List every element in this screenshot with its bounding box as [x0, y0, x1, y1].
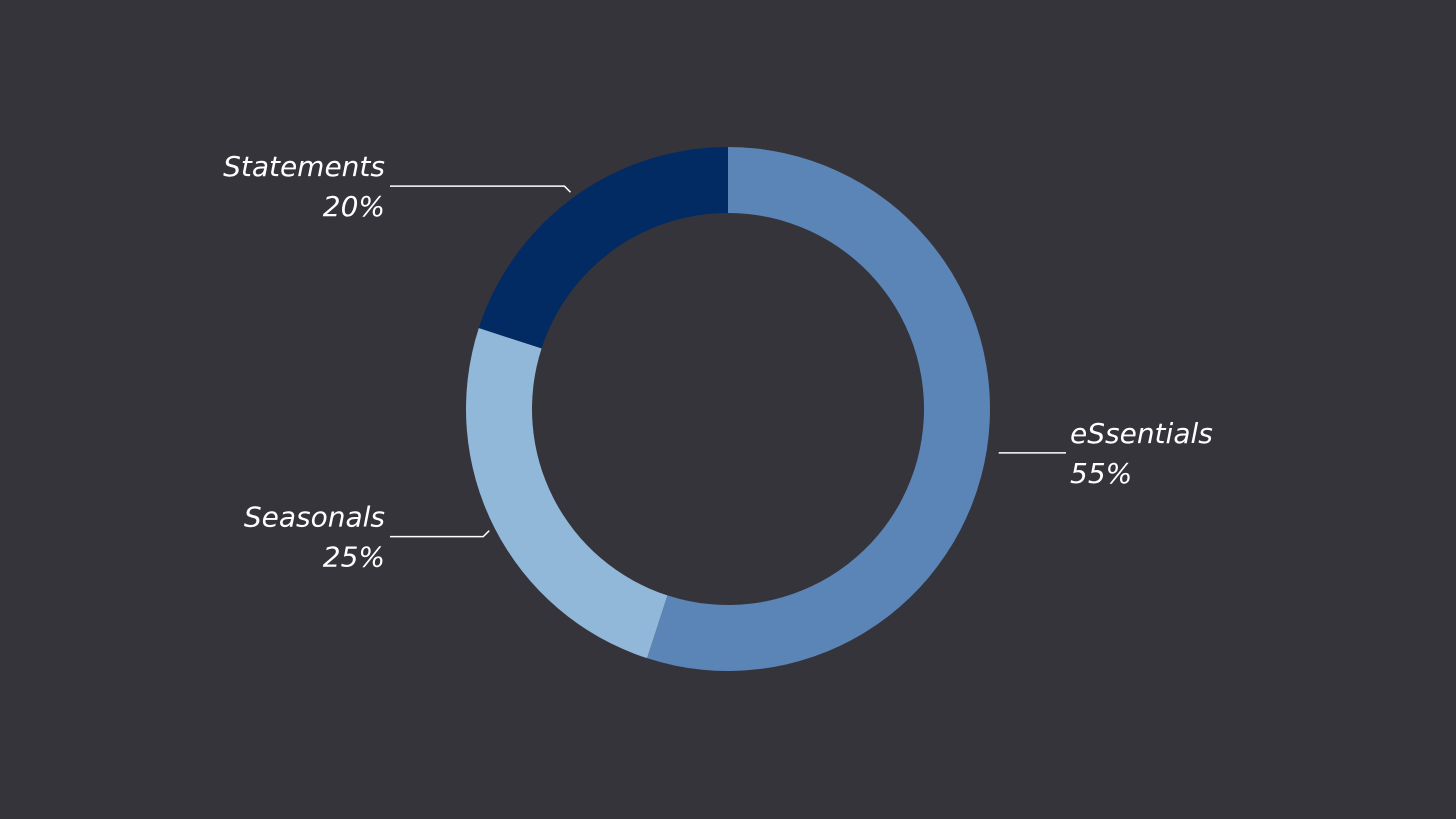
slice-label: eSsentials — [1070, 417, 1213, 450]
slice-value: 20% — [323, 190, 385, 223]
donut-slice — [478, 147, 728, 349]
donut-slice — [466, 328, 668, 659]
leader-line — [390, 185, 572, 193]
slice-value: 55% — [1070, 457, 1132, 490]
leader-line — [390, 530, 490, 538]
slice-label: Seasonals — [244, 501, 385, 534]
slice-label: Statements — [223, 150, 385, 183]
slice-value: 25% — [323, 541, 385, 574]
donut-slice — [647, 147, 990, 672]
